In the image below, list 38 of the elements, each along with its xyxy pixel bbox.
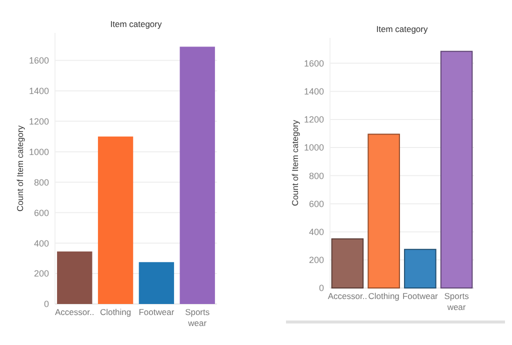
- y-tick-label: 800: [308, 170, 324, 181]
- y-tick-label: 400: [308, 226, 324, 237]
- x-tick-label: Footwear: [402, 291, 438, 301]
- x-tick-label: Sports wear: [185, 307, 210, 328]
- x-tick-label: Clothing: [368, 291, 400, 301]
- y-tick-label: 400: [34, 238, 49, 248]
- bar: [440, 50, 473, 288]
- chart-title: Item category: [110, 19, 162, 29]
- bar: [331, 238, 364, 288]
- y-tick-label: 1400: [304, 86, 324, 97]
- x-tick-label: Sports wear: [444, 291, 469, 312]
- y-tick-label: 1200: [28, 116, 49, 126]
- bar: [404, 248, 436, 288]
- y-tick-label: 1000: [304, 142, 324, 153]
- bar: [98, 136, 134, 304]
- x-tick-label: Accessor..: [55, 307, 94, 317]
- y-tick-label: 200: [308, 255, 324, 266]
- y-tick-label: 600: [308, 198, 324, 209]
- y-tick-label: 0: [318, 283, 324, 294]
- y-tick-label: 1600: [28, 56, 49, 66]
- y-axis-title: Count of Item category: [15, 124, 25, 212]
- bar: [368, 134, 400, 288]
- y-tick-label: 1000: [28, 146, 49, 157]
- y-tick-label: 1200: [304, 114, 324, 125]
- y-tick-label: 800: [34, 177, 49, 188]
- x-tick-label: Footwear: [138, 307, 174, 317]
- y-tick-label: 600: [34, 208, 49, 218]
- bar: [57, 251, 92, 304]
- x-tick-label: Clothing: [100, 307, 132, 317]
- bar: [180, 46, 215, 304]
- y-tick-label: 1600: [304, 58, 324, 68]
- chart-title: Item category: [376, 24, 428, 34]
- x-tick-label: Accessor..: [328, 291, 368, 301]
- y-tick-label: 200: [34, 268, 49, 279]
- y-axis-title: Count of Item category: [290, 119, 300, 206]
- y-tick-label: 1400: [28, 86, 49, 96]
- bar: [138, 262, 174, 304]
- y-tick-label: 0: [44, 299, 49, 310]
